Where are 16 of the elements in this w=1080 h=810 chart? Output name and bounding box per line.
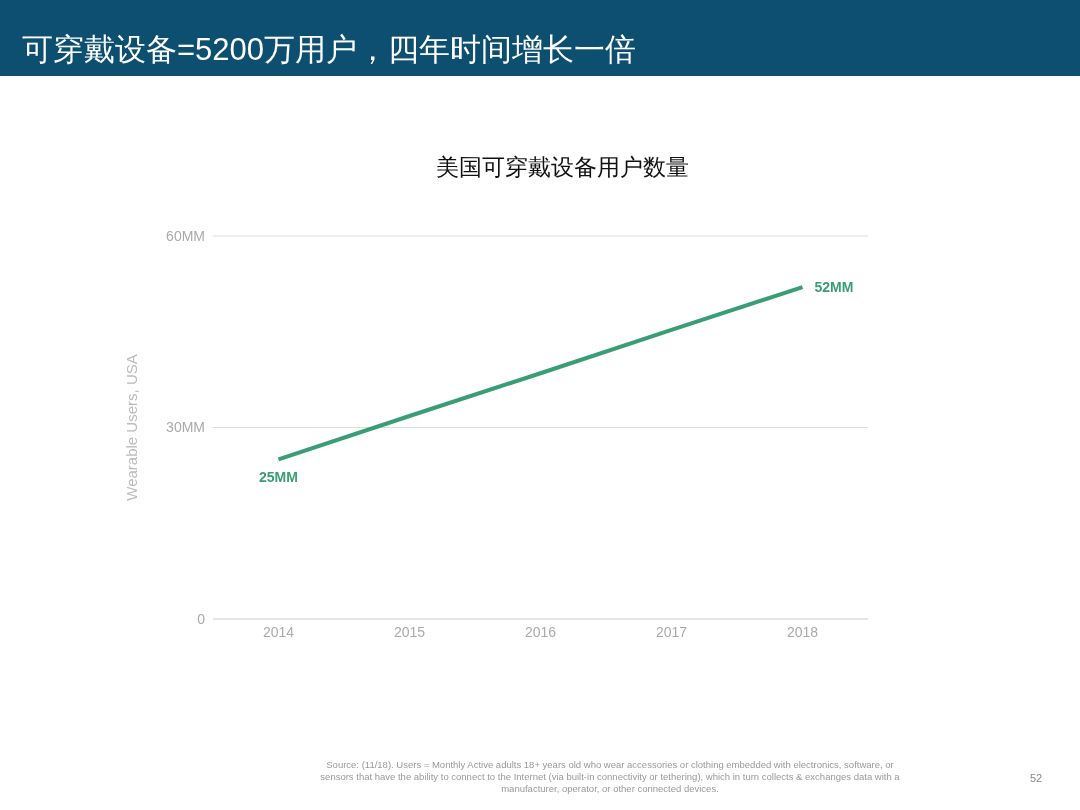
data-label: 52MM — [814, 279, 854, 296]
y-tick-label: 0 — [197, 610, 206, 627]
source-note: Source: (11/18). Users = Monthly Active adults 18+ years old who wear accessories or clothing embedded with electronics, software, or sensors that have the ability to connect to the Internet (via built-in connectivity or tethering), which in turn collects & exchanges data with a manufacturer, operator, or other connected devices. — [320, 759, 900, 795]
x-tick-label: 2014 — [262, 623, 295, 640]
y-tick-label: 60MM — [166, 227, 205, 244]
x-tick-label: 2016 — [524, 623, 557, 640]
x-tick-label: 2015 — [393, 623, 426, 640]
x-tick-label: 2017 — [655, 623, 688, 640]
x-tick-label: 2018 — [786, 623, 819, 640]
chart-title: 可穿戴设备=5200万用户，四年时间增长一倍 — [22, 31, 637, 69]
y-axis-title: Wearable Users, USA — [123, 354, 141, 501]
text: 52 — [1030, 772, 1043, 784]
y-tick-label: 30MM — [166, 419, 205, 436]
data-label: 25MM — [259, 469, 298, 486]
line-series — [276, 285, 805, 462]
chart-subtitle: 美国可穿戴设备用户数量 — [435, 154, 689, 180]
